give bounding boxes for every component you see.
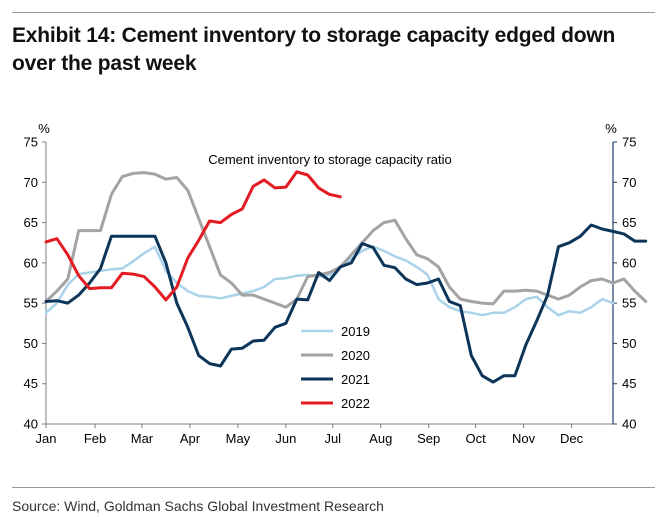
- left-y-tick-label: 55: [24, 296, 38, 311]
- plot-title: Cement inventory to storage capacity rat…: [208, 152, 452, 167]
- x-tick-label-apr: Apr: [180, 431, 201, 446]
- series-layer: [44, 170, 648, 384]
- legend: 2019 2020 2021 2022: [301, 324, 370, 411]
- x-tick-label-oct: Oct: [465, 431, 486, 446]
- legend-label-2022: 2022: [341, 396, 370, 411]
- x-tick-label-may: May: [226, 431, 251, 446]
- legend-label-2019: 2019: [341, 324, 370, 339]
- series-line-2021: [44, 223, 648, 384]
- right-y-tick-label: 40: [622, 417, 636, 432]
- x-tick-label-sep: Sep: [417, 431, 440, 446]
- series-line-2020: [44, 171, 648, 309]
- series-line-2019: [44, 245, 615, 317]
- x-tick-label-jun: Jun: [275, 431, 296, 446]
- bottom-rule: [12, 487, 655, 488]
- left-y-tick-label: 40: [24, 417, 38, 432]
- left-y-tick-label: 65: [24, 215, 38, 230]
- exhibit-title: Exhibit 14: Cement inventory to storage …: [12, 24, 616, 75]
- legend-label-2021: 2021: [341, 372, 370, 387]
- x-tick-label-feb: Feb: [84, 431, 106, 446]
- axes-layer: 40 40 45 45 50 50 55 55 60 60 65 65 70 70 75 75 Jan Feb Ma…: [24, 135, 637, 447]
- right-y-tick-label: 55: [622, 296, 636, 311]
- right-y-tick-label: 45: [622, 376, 636, 391]
- right-axis-unit: %: [605, 121, 617, 136]
- left-y-tick-label: 45: [24, 376, 38, 391]
- left-y-tick-label: 60: [24, 255, 38, 270]
- x-tick-label-dec: Dec: [560, 431, 584, 446]
- right-y-tick-label: 50: [622, 336, 636, 351]
- left-axis-unit: %: [38, 121, 50, 136]
- legend-label-2020: 2020: [341, 348, 370, 363]
- x-tick-label-nov: Nov: [512, 431, 536, 446]
- cement-inventory-chart: 40 40 45 45 50 50 55 55 60 60 65 65 70 70 75 75 Jan Feb Ma…: [24, 121, 648, 447]
- x-tick-label-jan: Jan: [36, 431, 57, 446]
- right-y-tick-label: 65: [622, 215, 636, 230]
- x-tick-label-aug: Aug: [369, 431, 392, 446]
- series-line-2022: [44, 170, 342, 302]
- right-y-tick-label: 70: [622, 175, 636, 190]
- right-y-tick-label: 75: [622, 135, 636, 150]
- top-rule: [12, 12, 655, 13]
- right-y-tick-label: 60: [622, 255, 636, 270]
- left-y-tick-label: 70: [24, 175, 38, 190]
- source-note: Source: Wind, Goldman Sachs Global Inves…: [12, 498, 384, 514]
- left-y-tick-label: 50: [24, 336, 38, 351]
- x-tick-label-mar: Mar: [131, 431, 154, 446]
- left-y-tick-label: 75: [24, 135, 38, 150]
- x-tick-label-jul: Jul: [324, 431, 341, 446]
